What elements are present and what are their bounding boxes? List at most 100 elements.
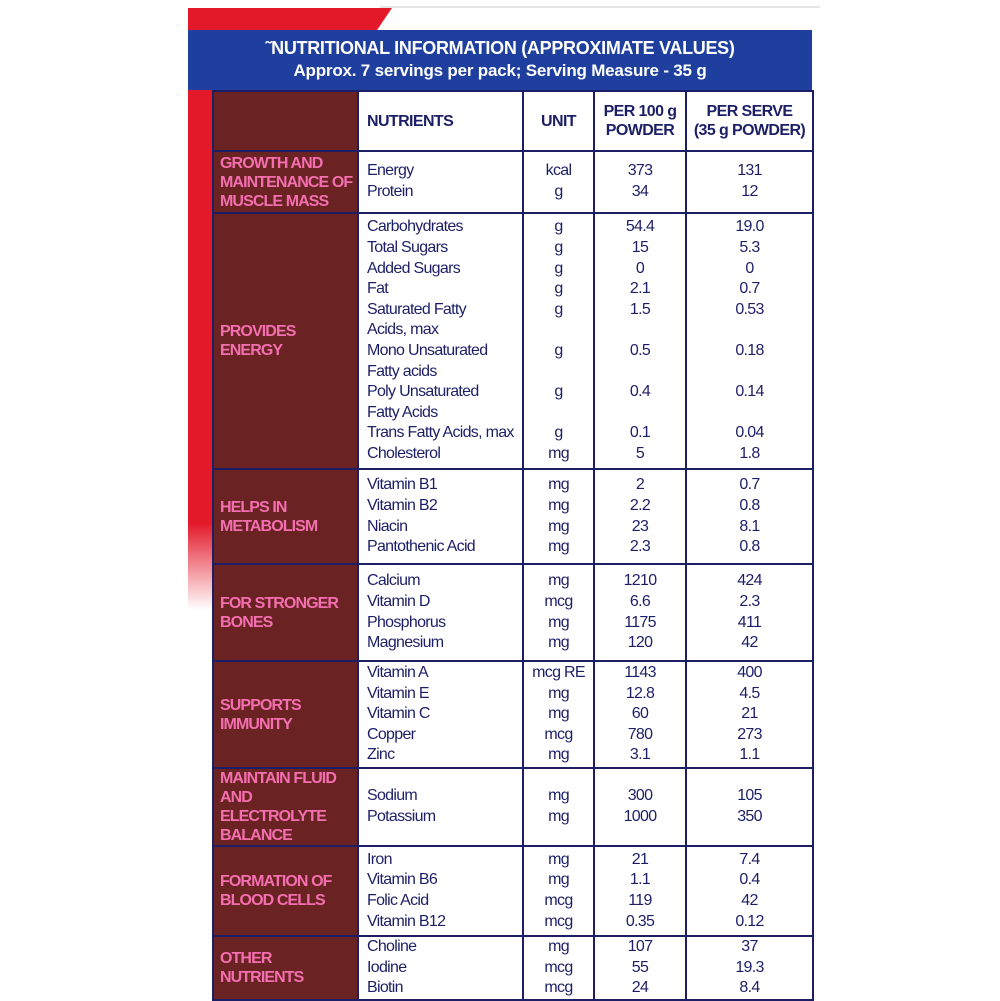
nutrient-perserve: 424 xyxy=(737,572,762,590)
group-label: GROWTH AND MAINTENANCE OF MUSCLE MASS xyxy=(212,150,359,214)
nutrient-unit: mg xyxy=(548,684,570,702)
per100-cell: 373 34 xyxy=(593,150,687,214)
nutrient-name: Iodine xyxy=(367,958,407,976)
group-label-line: ENERGY xyxy=(220,342,283,359)
nutrient-name: Potassium xyxy=(367,808,436,825)
header-perserve: PER SERVE (35 g POWDER) xyxy=(685,90,814,152)
nutrient-name: Fatty Acids xyxy=(367,403,438,421)
nutrient-unit: mg xyxy=(548,850,570,868)
nutrient-per100: 0 xyxy=(635,259,645,277)
group-label-line: FOR STRONGER xyxy=(220,594,339,612)
group-label-line: BALANCE xyxy=(220,827,293,844)
perserve-cell: 131 12 xyxy=(685,150,814,214)
nutrient-per100: 24 xyxy=(631,979,649,997)
nutrient-per100: 780 xyxy=(627,725,653,743)
nutrient-name: Fat xyxy=(367,280,389,298)
nutrient-group-row: HELPS IN METABOLISM Vitamin B1 Vitamin B2 Ni… xyxy=(212,468,814,565)
group-label-line: MAINTENANCE OF xyxy=(220,173,353,191)
nutrient-perserve: 0.8 xyxy=(739,496,760,514)
nutrient-unit: mcg xyxy=(544,958,573,976)
nutrient-names-cell: Energy Protein xyxy=(357,150,524,214)
nutrient-name: Pantothenic Acid xyxy=(367,538,476,556)
nutrient-perserve: 0 xyxy=(745,259,754,277)
perserve-cell: 400 4.5 21 273 1.1 xyxy=(685,660,814,769)
nutrient-name: Vitamin B12 xyxy=(367,912,446,930)
nutrient-name: Trans Fatty Acids, max xyxy=(367,424,514,442)
group-label-line: OTHER xyxy=(220,949,272,967)
nutrient-name: Copper xyxy=(367,725,416,743)
nutrient-name: Phosphorus xyxy=(367,613,446,631)
nutrient-name: Vitamin D xyxy=(367,592,430,610)
nutrient-names-cell: Calcium Vitamin D Phosphorus Magnesium xyxy=(357,563,524,662)
nutrient-name: Cholesterol xyxy=(367,444,441,462)
per100-cell: 54.4 15 0 2.1 1.5 0.5 0.4 0.1 5 xyxy=(593,212,687,470)
header-nutrients: NUTRIENTS xyxy=(357,90,524,152)
nutrient-name: Added Sugars xyxy=(367,259,461,277)
nutrient-perserve: 0.8 xyxy=(739,538,760,556)
unit-cell: mg mg xyxy=(522,767,595,847)
nutrient-perserve: 0.4 xyxy=(739,871,760,889)
nutrient-name: Mono Unsaturated xyxy=(367,342,488,359)
blank-line xyxy=(687,362,812,383)
nutrient-per100: 1175 xyxy=(624,613,656,631)
nutrient-unit: g xyxy=(554,218,563,236)
nutrient-unit: mg xyxy=(548,496,570,514)
per100-cell: 1210 6.6 1175 120 xyxy=(593,563,687,662)
perserve-cell: 37 19.3 8.4 xyxy=(685,935,814,1001)
nutrient-unit: mg xyxy=(548,444,570,462)
nutrient-perserve: 42 xyxy=(741,634,758,652)
nutrient-unit: mg xyxy=(548,634,570,652)
nutrition-title: ˜NUTRITIONAL INFORMATION (APPROXIMATE VA… xyxy=(265,38,735,58)
nutrient-name: Poly Unsaturated xyxy=(367,383,479,401)
nutrient-per100: 0.4 xyxy=(629,383,651,401)
nutrient-names-cell: Vitamin A Vitamin E Vitamin C Copper Zinc xyxy=(357,660,524,769)
nutrient-unit: g xyxy=(554,424,563,442)
nutrient-names-cell: Iron Vitamin B6 Folic Acid Vitamin B12 xyxy=(357,845,524,937)
group-label: HELPS IN METABOLISM xyxy=(212,468,359,565)
group-label: SUPPORTS IMMUNITY xyxy=(212,660,359,769)
nutrient-name: Acids, max xyxy=(367,321,439,339)
header-per100-line: PER 100 g xyxy=(603,103,677,120)
header-perserve-line: PER SERVE xyxy=(706,103,794,120)
group-label-line: PROVIDES xyxy=(220,323,296,340)
nutrient-perserve: 273 xyxy=(737,725,762,743)
nutrient-per100: 300 xyxy=(627,787,653,805)
nutrient-per100: 0.1 xyxy=(629,424,651,442)
nutrient-perserve: 0.18 xyxy=(735,342,764,359)
nutrient-perserve: 0.14 xyxy=(735,383,764,401)
nutrient-unit: g xyxy=(554,383,563,401)
nutrient-name: Folic Acid xyxy=(367,892,429,909)
nutrient-per100: 119 xyxy=(628,892,652,909)
nutrient-perserve: 350 xyxy=(737,808,762,825)
nutrient-group-row: GROWTH AND MAINTENANCE OF MUSCLE MASS Energ… xyxy=(212,150,814,214)
nutrient-unit: mg xyxy=(548,938,570,955)
unit-cell: mg mg mcg mcg xyxy=(522,845,595,937)
nutrient-unit: mcg RE xyxy=(532,664,585,682)
nutrient-perserve: 1.1 xyxy=(739,746,760,764)
nutrient-unit: mg xyxy=(548,517,570,535)
nutrient-unit: g xyxy=(554,280,563,298)
nutrient-per100: 1.1 xyxy=(629,871,651,889)
nutrient-name: Sodium xyxy=(367,787,418,805)
group-label-line: GROWTH AND xyxy=(220,154,323,172)
group-label-line: SUPPORTS xyxy=(220,696,302,714)
blank-line xyxy=(524,362,593,383)
nutrient-name: Iron xyxy=(367,850,392,868)
nutrient-name: Zinc xyxy=(367,746,395,764)
nutrient-perserve: 0.7 xyxy=(739,280,760,298)
perserve-cell: 0.7 0.8 8.1 0.8 xyxy=(685,468,814,565)
nutrient-per100: 0.5 xyxy=(629,342,651,359)
nutrient-perserve: 42 xyxy=(741,892,758,909)
blank-line xyxy=(524,403,593,424)
nutrient-group-row: MAINTAIN FLUID AND ELECTROLYTE BALANCE Sodi… xyxy=(212,767,814,847)
header-per100-line: POWDER xyxy=(605,122,675,139)
nutrient-perserve: 19.0 xyxy=(735,218,764,236)
nutrient-unit: mg xyxy=(548,746,570,764)
nutrient-names-cell: Vitamin B1 Vitamin B2 Niacin Pantothenic Ac… xyxy=(357,468,524,565)
nutrient-perserve: 105 xyxy=(737,787,762,805)
nutrient-per100: 6.6 xyxy=(629,592,651,610)
nutrient-per100: 1210 xyxy=(623,572,657,590)
nutrient-per100: 54.4 xyxy=(625,218,655,236)
header-perserve-line: (35 g POWDER) xyxy=(693,122,806,139)
nutrient-name: Calcium xyxy=(367,572,421,590)
